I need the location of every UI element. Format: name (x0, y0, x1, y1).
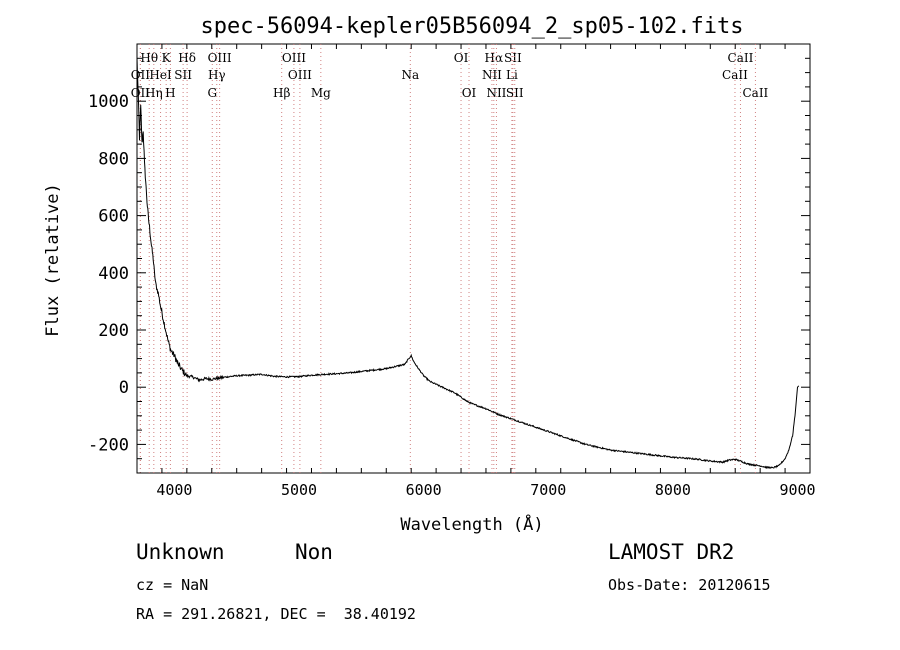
y-tick-label: 400 (98, 264, 129, 284)
marker-label: NII (486, 86, 506, 100)
marker-label: NII (482, 68, 502, 82)
marker-label: Li (506, 68, 518, 82)
marker-label: OIII (282, 51, 306, 65)
spectrum-line (136, 57, 800, 470)
marker-label: Na (401, 68, 419, 82)
marker-label: OIII (208, 51, 232, 65)
marker-label: H (165, 86, 175, 100)
y-tick-label: 800 (98, 149, 129, 169)
y-axis-label: Flux (relative) (43, 183, 63, 337)
x-tick-label: 5000 (281, 481, 317, 499)
coordinates: RA = 291.26821, DEC = 38.40192 (136, 605, 416, 623)
marker-label: G (207, 86, 217, 100)
marker-label: Mg (311, 86, 331, 100)
marker-label: OIII (288, 68, 312, 82)
y-tick-label: 1000 (88, 92, 129, 112)
marker-label: CaII (742, 86, 768, 100)
y-tick-label: 0 (119, 378, 129, 398)
marker-label: OII (131, 68, 151, 82)
x-tick-label: 7000 (530, 481, 566, 499)
x-tick-label: 8000 (655, 481, 691, 499)
marker-label: Hδ (178, 51, 196, 65)
marker-label: Hα (485, 51, 504, 65)
y-tick-label: 600 (98, 207, 129, 227)
marker-label: OI (462, 86, 477, 100)
y-axis: -200 0 200 400 600 800 1000 (88, 57, 810, 474)
object-subclass: Non (295, 540, 333, 564)
y-tick-label: -200 (88, 435, 129, 455)
marker-label: OII (131, 86, 151, 100)
x-axis: 4000 5000 6000 7000 8000 9000 (136, 44, 816, 499)
marker-label: K (162, 51, 172, 65)
marker-label: OI (454, 51, 469, 65)
marker-label: Hη (145, 86, 163, 100)
x-tick-label: 4000 (156, 481, 192, 499)
marker-label: Hγ (208, 68, 226, 82)
chart-title: spec-56094-kepler05B56094_2_sp05-102.fit… (200, 14, 743, 39)
marker-label: Hβ (273, 86, 290, 100)
marker-label: SII (506, 86, 524, 100)
marker-label: SII (174, 68, 192, 82)
survey-name: LAMOST DR2 (608, 540, 735, 564)
marker-label: HeI (149, 68, 172, 82)
marker-label: SII (504, 51, 522, 65)
plot-frame (136, 43, 811, 474)
marker-label: Hθ (140, 51, 158, 65)
marker-label: CaII (728, 51, 754, 65)
x-tick-label: 9000 (779, 481, 815, 499)
x-tick-label: 6000 (406, 481, 442, 499)
obs-date: Obs-Date: 20120615 (608, 576, 771, 594)
x-axis-label: Wavelength (Å) (400, 513, 543, 535)
marker-label: CaII (722, 68, 748, 82)
y-tick-label: 200 (98, 321, 129, 341)
object-class: Unknown (136, 540, 225, 564)
redshift-cz: cz = NaN (136, 576, 209, 594)
